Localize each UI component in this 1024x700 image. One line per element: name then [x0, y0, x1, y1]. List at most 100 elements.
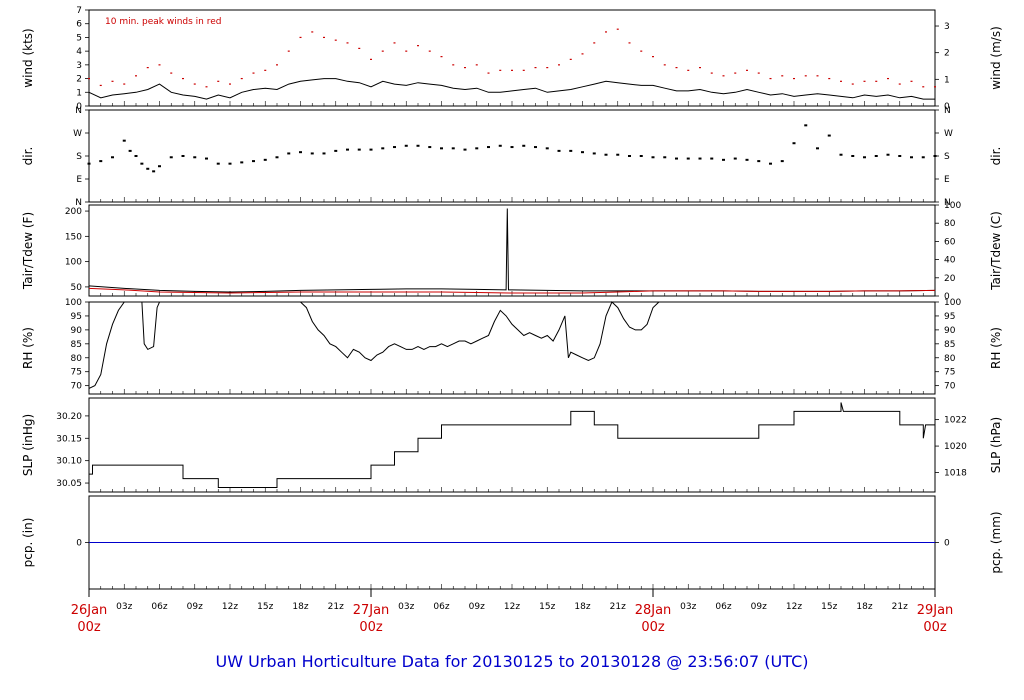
wind-direction-point	[381, 147, 385, 150]
y-tick-label-left: S	[76, 152, 82, 162]
y-tick-label-right: 80	[944, 354, 956, 364]
wind-direction-point	[545, 147, 549, 150]
wind-direction-point	[710, 157, 714, 160]
y-tick-label-right: 80	[944, 219, 956, 229]
wind-direction-point	[87, 162, 91, 165]
x-axis: 03z 06z 09z 12z 15z 18z 21z 03z 06z 09z 12z 15z 18z 2…	[71, 589, 953, 635]
x-tick-label: 03z	[680, 602, 696, 612]
y-tick-label-left: 80	[71, 354, 83, 364]
y-tick-label-left: 2	[76, 75, 82, 85]
peak-wind-point	[781, 75, 784, 77]
wind-direction-point	[416, 144, 420, 147]
peak-wind-point	[663, 64, 666, 66]
y-tick-label-left: 75	[71, 368, 82, 378]
wind-direction-point	[263, 158, 267, 161]
wind-direction-point	[921, 156, 925, 159]
peak-wind-point	[816, 75, 819, 77]
peak-wind-point	[428, 50, 431, 52]
peak-wind-point	[299, 36, 302, 39]
peak-wind-point	[381, 50, 384, 52]
peak-wind-point	[757, 72, 760, 74]
y-tick-label-left: 30.10	[56, 457, 82, 467]
peak-wind-point	[640, 50, 643, 52]
y-tick-label-right: N	[944, 106, 951, 116]
peak-wind-point	[475, 64, 478, 66]
wind-direction-point	[522, 144, 526, 147]
x-day-label: 26Jan	[71, 603, 108, 618]
series-line-rh	[88, 301, 935, 389]
peak-wind-point	[229, 83, 231, 85]
panel-wind: 0 1 2 3 4 5 6 7 0 1 2 3 wind (kts) wind (m/s) 10 min. …	[21, 6, 1003, 112]
x-tick-label: 09z	[751, 602, 767, 612]
wind-direction-point	[128, 149, 132, 152]
y-tick-label-left: 5	[76, 33, 82, 43]
peak-wind-point	[264, 69, 267, 71]
y-tick-label-right: E	[944, 175, 950, 185]
peak-wind-point	[193, 83, 196, 85]
y-tick-label-right: 2	[944, 49, 950, 59]
peak-wind-point	[699, 67, 701, 69]
y-tick-label-left: 100	[65, 258, 82, 268]
peak-wind-point	[934, 86, 936, 88]
x-tick-label: 21z	[328, 602, 344, 612]
wind-direction-point	[428, 146, 432, 149]
peak-wind-point	[863, 80, 866, 82]
wind-direction-point	[675, 157, 678, 160]
peak-wind-point	[558, 64, 560, 66]
peak-wind-point	[910, 80, 913, 82]
y-axis-label-left: dir.	[21, 147, 35, 166]
wind-direction-point	[169, 156, 173, 159]
y-tick-label-left: 30.15	[56, 434, 82, 444]
wind-direction-point	[780, 160, 784, 163]
y-tick-label-left: 70	[71, 382, 83, 392]
wind-direction-point	[369, 148, 373, 151]
peak-wind-point	[182, 77, 184, 80]
wind-direction-point	[816, 147, 819, 150]
wind-direction-point	[639, 155, 643, 157]
y-tick-label-right: 95	[944, 312, 955, 322]
peak-wind-point	[346, 42, 349, 44]
wind-direction-point	[240, 161, 244, 164]
wind-direction-point	[581, 151, 584, 154]
x-tick-label: 15z	[821, 602, 837, 612]
peak-wind-point	[840, 80, 842, 82]
y-tick-label-right: 60	[944, 237, 956, 247]
wind-direction-point	[205, 157, 208, 160]
peak-wind-point	[652, 56, 654, 58]
y-tick-label-left: 85	[71, 340, 82, 350]
wind-direction-point	[686, 157, 690, 160]
wind-direction-point	[111, 156, 114, 159]
x-tick-label: 21z	[610, 602, 626, 612]
x-tick-label: 06z	[433, 602, 449, 612]
y-axis-label-right: RH (%)	[989, 327, 1003, 369]
peak-wind-point	[452, 64, 455, 66]
wind-direction-point	[733, 157, 737, 160]
wind-direction-point	[275, 156, 279, 159]
y-tick-label-right: 1022	[944, 416, 967, 426]
peak-wind-point	[287, 50, 290, 52]
wind-direction-point	[393, 146, 396, 149]
x-tick-label: 18z	[574, 602, 590, 612]
x-day-time-label: 00z	[923, 620, 947, 635]
y-tick-label-right: 1	[944, 75, 950, 85]
peak-wind-point	[499, 69, 502, 71]
wind-direction-point	[510, 146, 514, 149]
wind-direction-point	[193, 156, 197, 159]
peak-wind-point	[616, 28, 619, 30]
peak-wind-point	[146, 67, 149, 69]
y-tick-label-left: E	[76, 175, 82, 185]
y-tick-label-right: 20	[944, 274, 956, 284]
wind-direction-point	[874, 155, 878, 157]
y-tick-label-right: 40	[944, 256, 956, 266]
y-tick-label-left: 50	[71, 283, 83, 293]
wind-direction-point	[592, 152, 596, 155]
y-tick-label-right: 85	[944, 340, 955, 350]
wind-direction-point	[287, 152, 291, 155]
peak-wind-point	[793, 77, 795, 80]
peak-wind-point	[487, 72, 490, 74]
peak-wind-point	[158, 64, 161, 66]
peak-wind-point	[628, 42, 631, 44]
y-tick-label-right: 70	[944, 382, 956, 392]
peak-wind-point	[922, 86, 925, 88]
peak-wind-point	[370, 58, 372, 60]
